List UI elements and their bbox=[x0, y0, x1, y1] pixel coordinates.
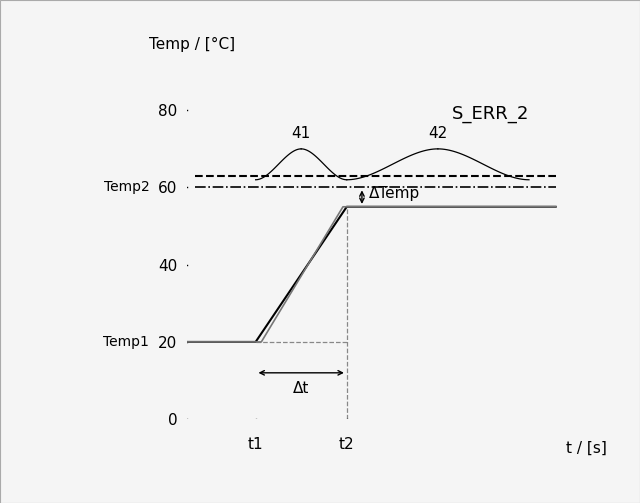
Text: ΔTemp: ΔTemp bbox=[369, 186, 420, 201]
Text: Temp1: Temp1 bbox=[104, 335, 149, 349]
Text: 42: 42 bbox=[428, 126, 447, 141]
Text: Δt: Δt bbox=[293, 381, 309, 395]
Text: S_ERR_2: S_ERR_2 bbox=[452, 105, 530, 123]
Text: t / [s]: t / [s] bbox=[566, 441, 606, 455]
Text: Temp2: Temp2 bbox=[104, 181, 149, 195]
Text: t2: t2 bbox=[339, 437, 355, 452]
Text: t1: t1 bbox=[248, 437, 264, 452]
Text: 41: 41 bbox=[292, 126, 311, 141]
Text: Temp / [°C]: Temp / [°C] bbox=[149, 37, 236, 52]
